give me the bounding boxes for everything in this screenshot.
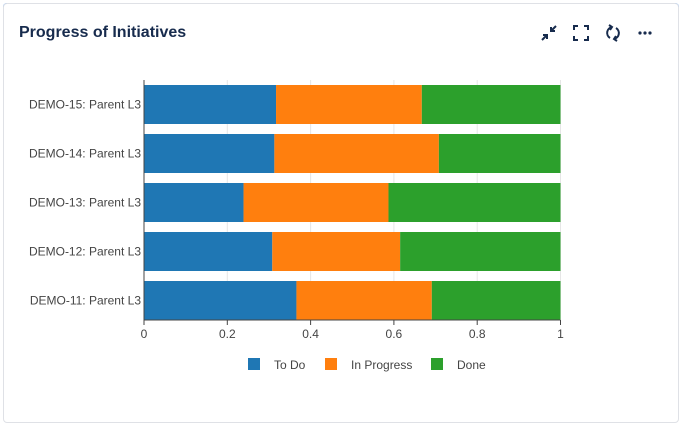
y-category-label: DEMO-11: Parent L3 (30, 294, 141, 308)
bar-in-progress (243, 183, 389, 222)
legend-label: To Do (274, 358, 306, 372)
card-title: Progress of Initiatives (19, 24, 187, 41)
x-tick-label: 0.4 (302, 327, 319, 341)
legend-swatch (431, 358, 443, 370)
bar-done (431, 281, 561, 320)
legend-swatch (325, 358, 337, 370)
bar-done (388, 183, 561, 222)
bar-in-progress (296, 281, 432, 320)
fullscreen-icon[interactable] (572, 24, 590, 42)
x-tick-label: 0.2 (219, 327, 236, 341)
refresh-icon[interactable] (604, 24, 622, 42)
y-category-label: DEMO-15: Parent L3 (29, 98, 141, 112)
legend-label: Done (457, 358, 486, 372)
minimize-icon[interactable] (540, 24, 558, 42)
legend-swatch (248, 358, 260, 370)
x-tick-label: 0.6 (386, 327, 403, 341)
bar-in-progress (272, 232, 401, 271)
bar-to-do (144, 134, 275, 173)
bar-to-do (144, 85, 277, 124)
y-category-label: DEMO-12: Parent L3 (29, 245, 141, 259)
card-toolbar (540, 24, 654, 42)
bar-in-progress (274, 134, 439, 173)
x-tick-label: 1 (557, 327, 564, 341)
x-tick-label: 0 (141, 327, 148, 341)
bar-done (438, 134, 561, 173)
bar-done (421, 85, 561, 124)
y-category-label: DEMO-13: Parent L3 (29, 196, 141, 210)
more-icon[interactable] (636, 24, 654, 42)
y-category-label: DEMO-14: Parent L3 (29, 147, 141, 161)
bar-to-do (144, 281, 297, 320)
bar-done (400, 232, 561, 271)
bar-to-do (144, 232, 273, 271)
x-tick-label: 0.8 (469, 327, 486, 341)
bar-to-do (144, 183, 244, 222)
bar-in-progress (276, 85, 422, 124)
legend-label: In Progress (351, 358, 412, 372)
